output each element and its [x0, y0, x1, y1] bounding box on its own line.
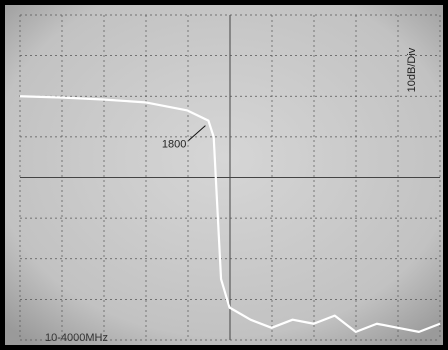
- scale-label: 10dB/Div: [406, 47, 418, 92]
- screen: [5, 5, 443, 345]
- analyzer-screen: 10dB/Div 10-4000MHz 1800: [0, 0, 448, 350]
- annotation: 1800: [162, 139, 186, 151]
- range-label: 10-4000MHz: [45, 332, 108, 344]
